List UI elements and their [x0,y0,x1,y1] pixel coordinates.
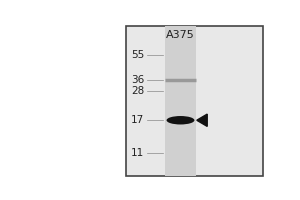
Text: 17: 17 [131,115,145,125]
Text: 28: 28 [131,86,145,96]
Text: 36: 36 [131,75,145,85]
Polygon shape [197,114,207,126]
Text: 55: 55 [131,50,145,60]
Bar [126,26,263,176]
Bar [165,26,196,176]
Text: A375: A375 [166,30,195,40]
Ellipse shape [167,116,194,124]
Text: 11: 11 [131,148,145,158]
